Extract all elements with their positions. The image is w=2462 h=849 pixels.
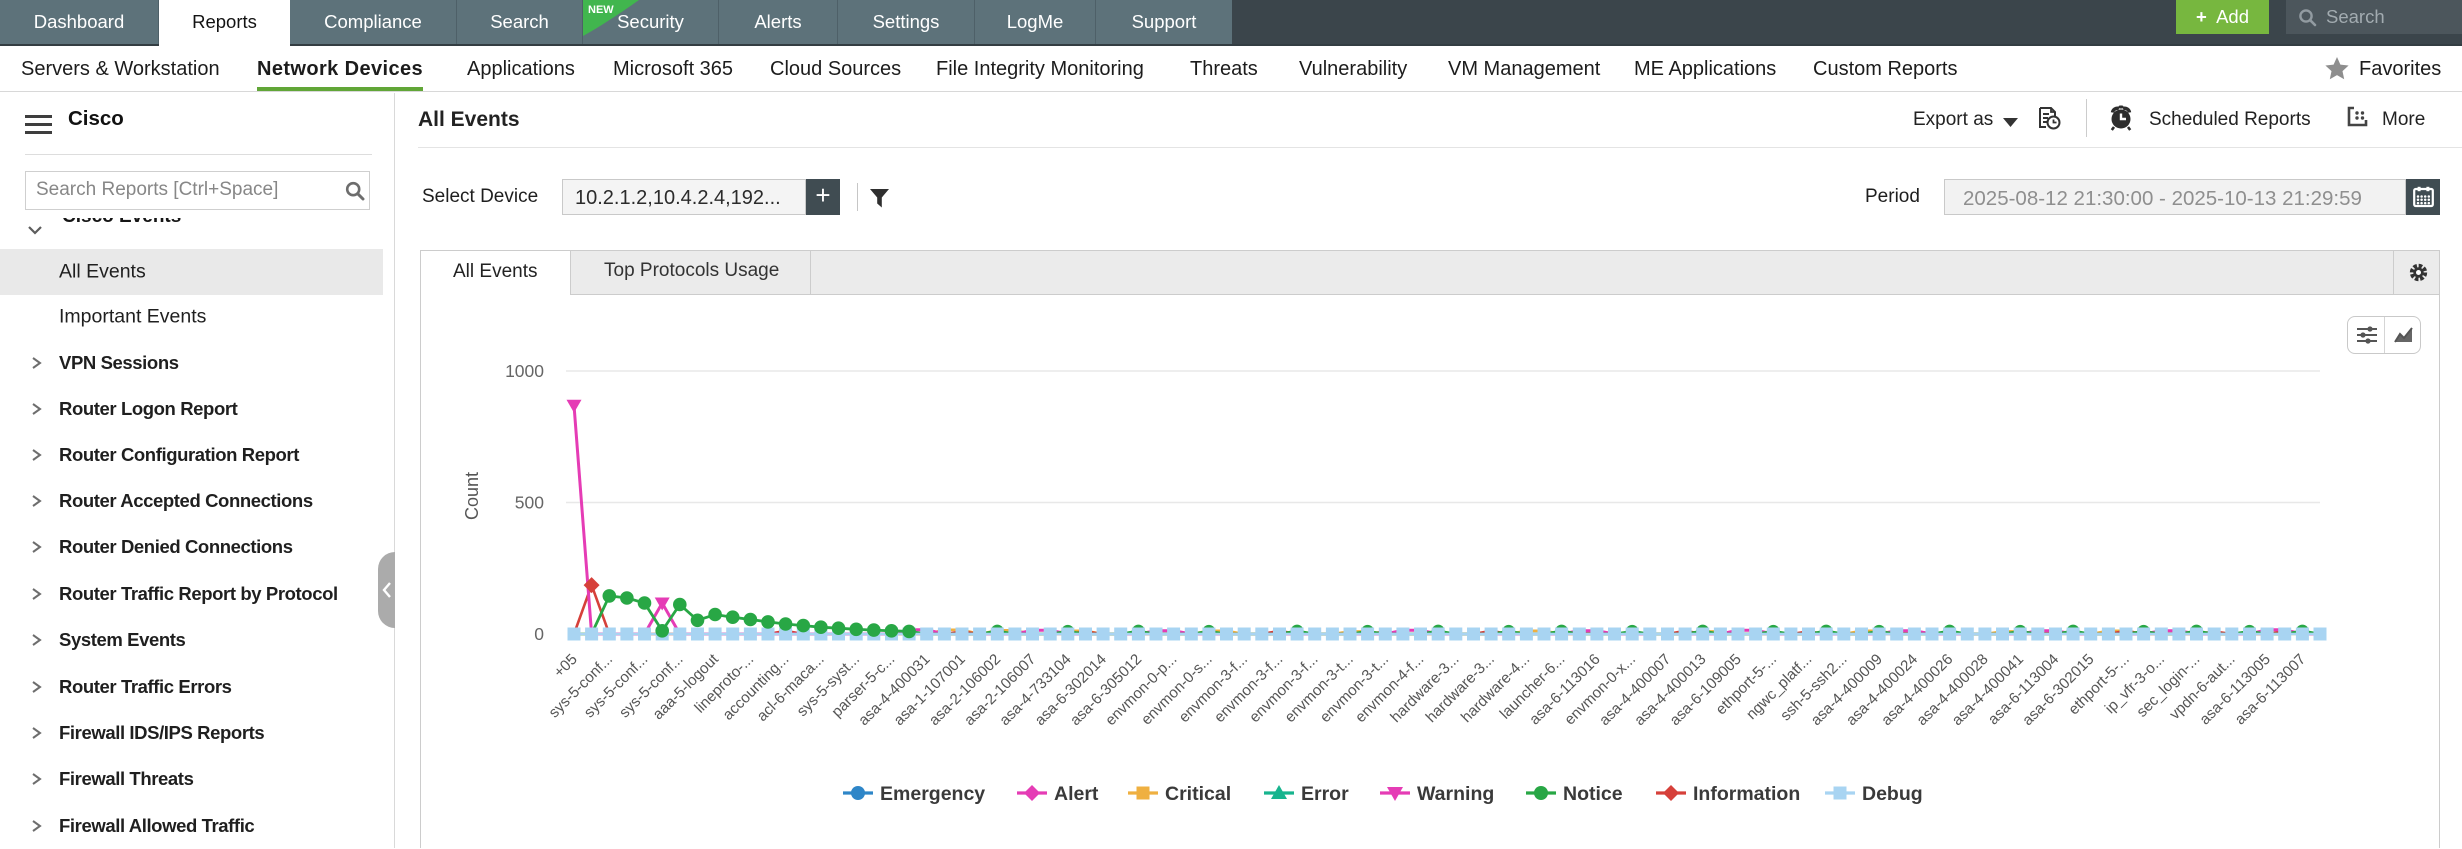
svg-text:500: 500 xyxy=(515,493,544,513)
svg-text:Count: Count xyxy=(462,472,482,520)
svg-text:Alert: Alert xyxy=(1054,783,1099,805)
svg-text:Emergency: Emergency xyxy=(880,783,985,805)
svg-text:Critical: Critical xyxy=(1165,783,1231,805)
svg-text:NEW: NEW xyxy=(588,4,614,16)
svg-text:Warning: Warning xyxy=(1417,783,1494,805)
svg-text:Notice: Notice xyxy=(1563,783,1623,805)
svg-text:+05: +05 xyxy=(551,651,581,681)
svg-text:1000: 1000 xyxy=(505,361,544,381)
svg-text:Information: Information xyxy=(1693,783,1800,805)
svg-text:Error: Error xyxy=(1301,783,1349,805)
svg-text:0: 0 xyxy=(534,624,544,644)
svg-text:Debug: Debug xyxy=(1862,783,1923,805)
